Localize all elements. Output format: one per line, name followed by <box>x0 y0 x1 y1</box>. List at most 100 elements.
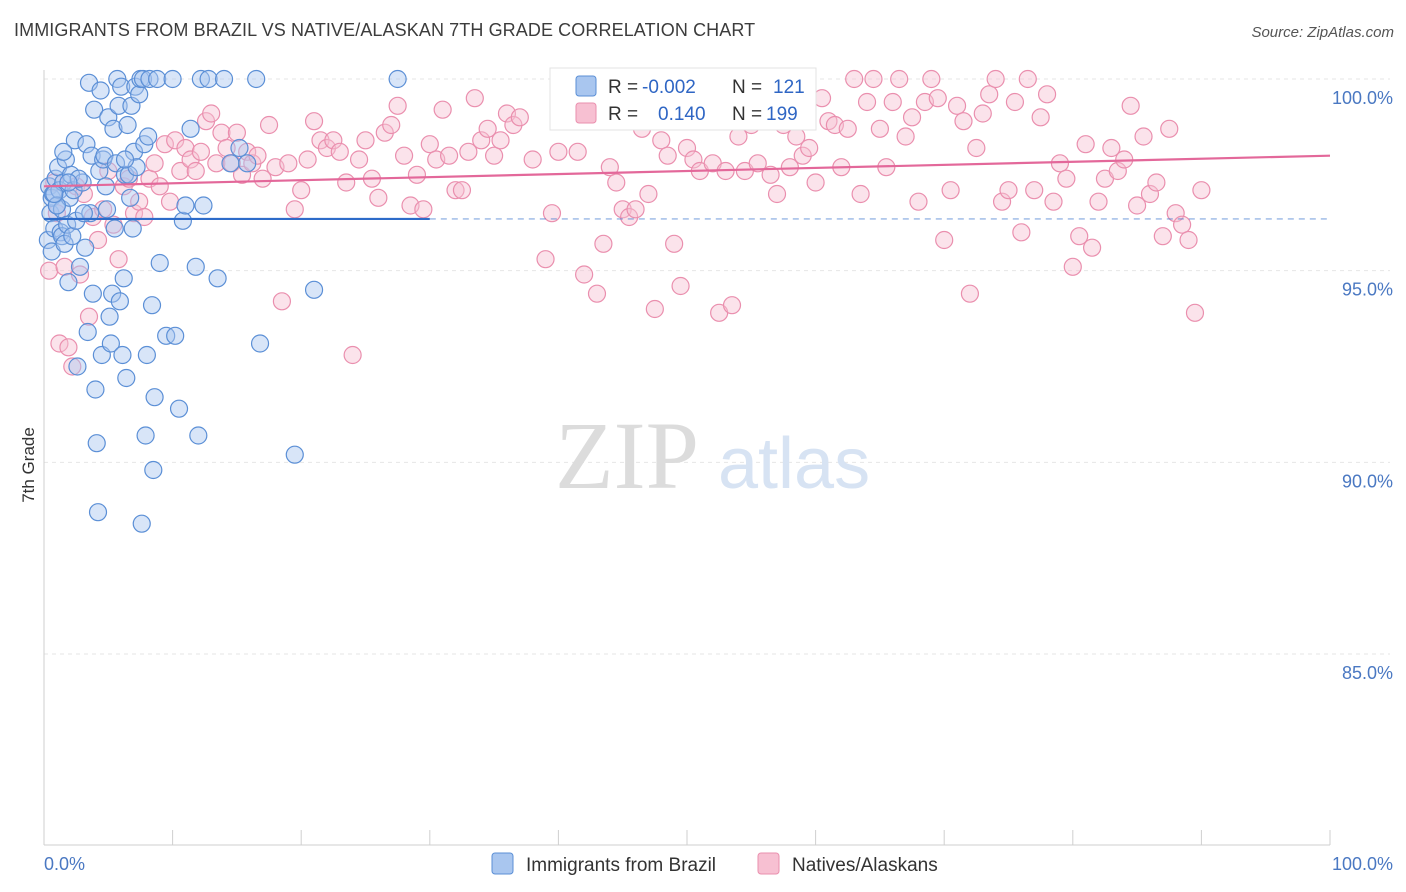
natives-point-102 <box>639 184 658 204</box>
natives-point-59 <box>349 150 369 169</box>
x-tick-label-min: 0.0% <box>44 854 85 874</box>
brazil-point-60 <box>117 368 136 388</box>
brazil-point-92 <box>191 69 210 89</box>
natives-point-65 <box>388 96 407 115</box>
brazil-point-51 <box>105 219 124 238</box>
bottom-legend-label-natives: Natives/Alaskans <box>792 855 938 876</box>
brazil-point-56 <box>112 77 131 96</box>
brazil-point-34 <box>83 284 102 303</box>
brazil-point-98 <box>230 138 249 158</box>
natives-point-105 <box>658 146 677 165</box>
brazil-point-85 <box>166 326 185 345</box>
natives-point-168 <box>1070 227 1089 246</box>
natives-point-84 <box>510 108 529 127</box>
brazil-point-15 <box>55 234 74 253</box>
natives-point-79 <box>478 119 497 138</box>
natives-point-157 <box>999 181 1018 200</box>
brazil-point-103 <box>304 280 324 299</box>
stat-n-label-2: N = <box>732 104 762 125</box>
brazil-point-65 <box>123 219 142 238</box>
natives-point-134 <box>851 184 870 204</box>
natives-point-97 <box>607 173 626 192</box>
natives-point-72 <box>433 100 452 119</box>
natives-point-181 <box>1153 227 1172 246</box>
natives-point-186 <box>1185 303 1205 322</box>
natives-point-88 <box>549 142 568 161</box>
brazil-point-45 <box>97 200 117 219</box>
brazil-point-100 <box>247 69 266 89</box>
natives-point-64 <box>382 115 401 135</box>
natives-point-120 <box>761 165 780 184</box>
brazil-point-78 <box>142 296 162 315</box>
brazil-point-63 <box>121 188 140 207</box>
brazil-point-104 <box>388 69 407 89</box>
natives-point-170 <box>1082 238 1102 257</box>
natives-point-182 <box>1160 119 1179 138</box>
brazil-point-35 <box>85 100 104 119</box>
natives-point-66 <box>394 146 414 165</box>
brazil-point-21 <box>63 227 82 246</box>
bottom-legend-label-brazil: Immigrants from Brazil <box>526 855 716 876</box>
brazil-point-49 <box>103 284 122 303</box>
watermark: ZIP atlas <box>555 402 870 509</box>
brazil-point-82 <box>150 253 169 273</box>
natives-point-25 <box>155 135 174 154</box>
brazil-point-24 <box>67 211 86 230</box>
natives-point-19 <box>124 204 144 223</box>
brazil-point-55 <box>110 292 129 311</box>
brazil-point-76 <box>139 127 158 146</box>
natives-point-151 <box>960 284 980 303</box>
natives-point-180 <box>1147 173 1166 192</box>
brazil-point-110 <box>45 184 64 204</box>
natives-point-50 <box>292 181 311 200</box>
natives-point-114 <box>722 296 742 315</box>
y-tick-label-90: 90.0% <box>1342 471 1393 491</box>
natives-point-100 <box>626 200 645 219</box>
natives-point-137 <box>870 119 890 138</box>
natives-point-153 <box>973 104 992 123</box>
trend-line-natives <box>43 154 1331 188</box>
natives-point-149 <box>947 96 967 115</box>
natives-point-40 <box>232 165 252 184</box>
natives-point-167 <box>1063 257 1082 276</box>
natives-point-106 <box>665 234 684 253</box>
brazil-point-37 <box>87 434 106 453</box>
y-tick-label-85: 85.0% <box>1342 663 1393 683</box>
brazil-point-109 <box>115 150 135 169</box>
brazil-point-89 <box>181 119 200 138</box>
x-tick-label-max: 100.0% <box>1332 854 1393 874</box>
natives-point-178 <box>1134 127 1153 146</box>
brazil-point-97 <box>221 154 240 173</box>
natives-point-81 <box>491 131 510 150</box>
stat-n-value-2: 199 <box>766 104 798 125</box>
natives-point-43 <box>248 146 267 165</box>
natives-point-60 <box>356 131 375 150</box>
brazil-point-58 <box>114 269 133 288</box>
brazil-point-61 <box>118 115 137 135</box>
natives-point-87 <box>542 204 562 223</box>
brazil-point-90 <box>186 257 205 276</box>
natives-point-146 <box>928 89 947 108</box>
natives-point-62 <box>369 188 388 207</box>
natives-point-36 <box>212 123 231 142</box>
natives-point-173 <box>1102 138 1121 158</box>
trend-lines <box>43 154 1331 221</box>
brazil-point-108 <box>74 204 93 223</box>
natives-point-4 <box>55 257 74 276</box>
natives-point-47 <box>272 292 292 311</box>
natives-point-73 <box>439 146 459 165</box>
natives-point-28 <box>171 161 190 181</box>
natives-point-35 <box>207 154 226 173</box>
natives-point-164 <box>1044 192 1063 211</box>
natives-point-16 <box>109 250 128 269</box>
natives-point-27 <box>166 131 185 150</box>
natives-point-6 <box>63 357 82 376</box>
natives-point-44 <box>253 169 272 188</box>
natives-point-52 <box>304 112 324 131</box>
natives-point-26 <box>160 192 180 211</box>
natives-point-183 <box>1166 204 1185 223</box>
natives-point-154 <box>980 85 999 104</box>
natives-point-171 <box>1089 192 1108 211</box>
brazil-point-28 <box>76 238 95 257</box>
natives-point-70 <box>420 135 439 154</box>
